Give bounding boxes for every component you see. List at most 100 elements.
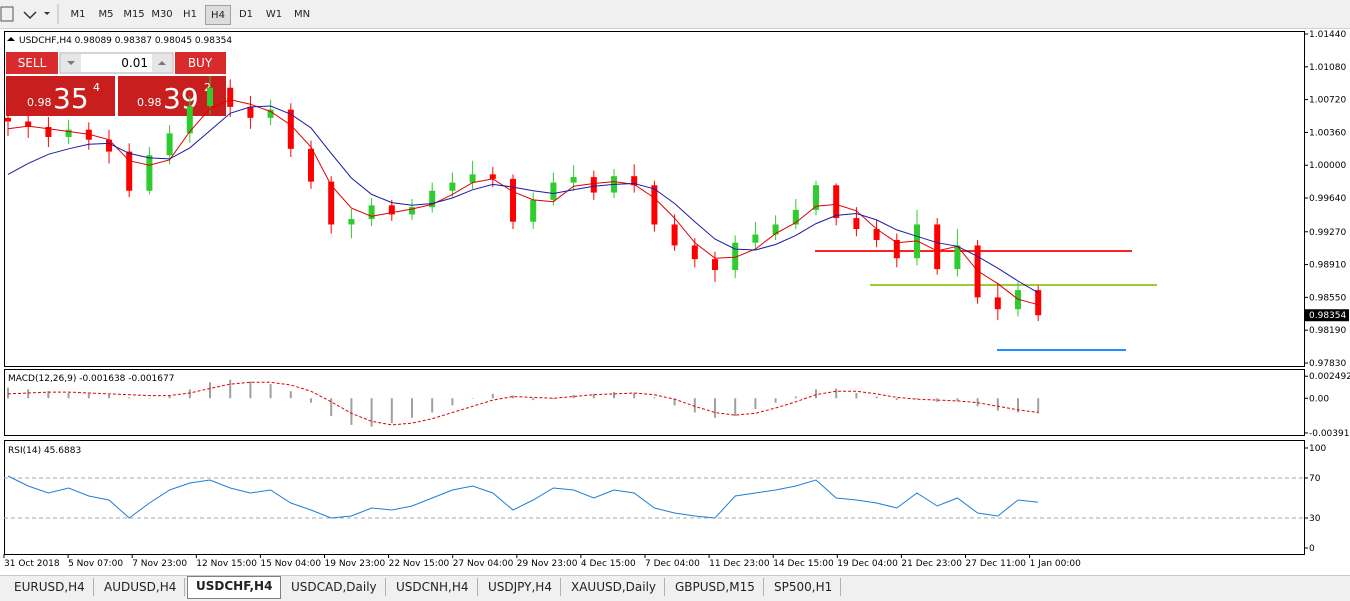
macd-bar (330, 398, 333, 416)
buy-button[interactable] (175, 52, 226, 74)
timeframe-button[interactable]: W1 (265, 9, 283, 20)
candle-body (267, 109, 274, 118)
macd-bar (269, 384, 272, 399)
ask-pips: 39 (163, 82, 199, 115)
y-tick-label: 0.98190 (1309, 326, 1346, 336)
ask-big: 0.98 (137, 96, 162, 109)
bid-box[interactable] (6, 76, 115, 116)
candle-body (25, 121, 32, 127)
sell-label[interactable]: SELL (18, 56, 47, 70)
timeframe-button[interactable]: M30 (151, 9, 173, 20)
macd-bar (7, 387, 9, 399)
macd-title: MACD(12,26,9) -0.001638 -0.001677 (8, 374, 174, 384)
chart-tab[interactable]: USDCNH,H4 (388, 578, 478, 596)
lot-input[interactable] (59, 52, 174, 74)
candle-body (873, 229, 880, 240)
x-tick-label: 1 Jan 00:00 (1030, 559, 1082, 569)
chart-tab[interactable]: SP500,H1 (766, 578, 842, 596)
chart-tab[interactable]: EURUSD,H4 (6, 578, 94, 596)
y-tick-label: 0 (1309, 544, 1315, 554)
candle-body (792, 209, 799, 225)
macd-bar (249, 381, 252, 399)
candle-body (712, 259, 718, 271)
macd-signal-line (7, 381, 1039, 426)
timeframe-button[interactable]: M1 (70, 9, 86, 20)
macd-bar (956, 398, 959, 401)
timeframe-button[interactable]: H1 (183, 9, 197, 20)
y-tick-label: 0.00 (1309, 394, 1329, 404)
x-tick-label: 5 Nov 07:00 (68, 559, 123, 569)
y-tick-label: 1.00000 (1309, 161, 1346, 171)
chart-tab[interactable]: USDJPY,H4 (480, 578, 561, 596)
candle-body (631, 176, 638, 186)
macd-bar (310, 398, 312, 403)
candle-body (469, 174, 476, 183)
chart-tab[interactable]: AUDUSD,H4 (96, 578, 186, 596)
candle-body (106, 139, 112, 152)
macd-bar (209, 382, 211, 399)
timeframe-button[interactable]: M15 (123, 9, 145, 20)
last-price-label: 0.98354 (1309, 311, 1346, 321)
candle-body (308, 148, 314, 182)
macd-bar (27, 389, 30, 399)
macd-bar (431, 398, 434, 413)
macd-bar (613, 392, 615, 399)
candle-body (388, 205, 395, 215)
main-pane (4, 31, 1305, 367)
chart-tab[interactable]: GBPUSD,M15 (667, 578, 764, 596)
candle-body (409, 207, 415, 215)
x-tick-label: 7 Dec 04:00 (645, 559, 700, 569)
timeframe-button[interactable]: M5 (98, 9, 114, 20)
y-tick-label: -0.003913 (1309, 429, 1350, 439)
x-tick-label: 27 Nov 04:00 (453, 559, 514, 569)
chart-tab[interactable]: USDCAD,Daily (283, 578, 386, 596)
x-tick-label: 15 Nov 04:00 (260, 559, 321, 569)
candle-body (671, 224, 678, 246)
macd-bar (47, 391, 50, 399)
candle-body (651, 185, 658, 225)
lot-value: 0.01 (121, 56, 148, 70)
candle-body (348, 219, 355, 225)
x-tick-label: 29 Nov 23:00 (517, 559, 578, 569)
y-tick-label: 0.99270 (1309, 228, 1346, 238)
candle-body (954, 245, 961, 270)
toolbar: M1 M5 M15 M30 H1 H4 D1 W1 MN (0, 0, 1350, 29)
candle-body (247, 106, 254, 118)
candle-body (449, 182, 456, 191)
candle-body (934, 224, 941, 270)
toolbar-icons (0, 4, 59, 24)
macd-bar (936, 398, 939, 402)
macd-bar (714, 398, 716, 418)
macd-bar (673, 398, 676, 406)
macd-bar (774, 398, 777, 403)
macd-bar (108, 394, 110, 399)
sell-button[interactable] (6, 52, 58, 74)
candle-body (207, 87, 213, 107)
x-tick-label: 19 Dec 04:00 (837, 559, 898, 569)
macd-bar (67, 392, 70, 399)
candle-body (732, 242, 739, 271)
macd-bar (633, 392, 636, 399)
candle-body (893, 239, 900, 259)
macd-bar (87, 393, 90, 399)
timeframe-button[interactable]: MN (293, 9, 311, 20)
macd-bar (350, 398, 353, 425)
macd-bar (794, 396, 797, 399)
timeframe-button[interactable]: D1 (238, 9, 254, 20)
candle-body (691, 245, 698, 260)
ask-point: 2 (204, 81, 211, 94)
macd-bar (128, 397, 131, 399)
macd-bar (916, 398, 918, 400)
x-tick-label: 27 Dec 11:00 (966, 559, 1027, 569)
candle-body (570, 177, 577, 183)
chart-tab[interactable]: USDCHF,H4 (187, 576, 282, 599)
macd-pane (4, 369, 1305, 436)
chart-tab[interactable]: XAUUSD,Daily (563, 578, 666, 596)
buy-label[interactable]: BUY (188, 56, 213, 70)
timeframe-button[interactable]: H4 (205, 5, 231, 25)
candle-body (510, 178, 516, 222)
y-tick-label: 100 (1309, 444, 1326, 454)
macd-bar (895, 398, 898, 401)
candle-body (287, 109, 294, 149)
